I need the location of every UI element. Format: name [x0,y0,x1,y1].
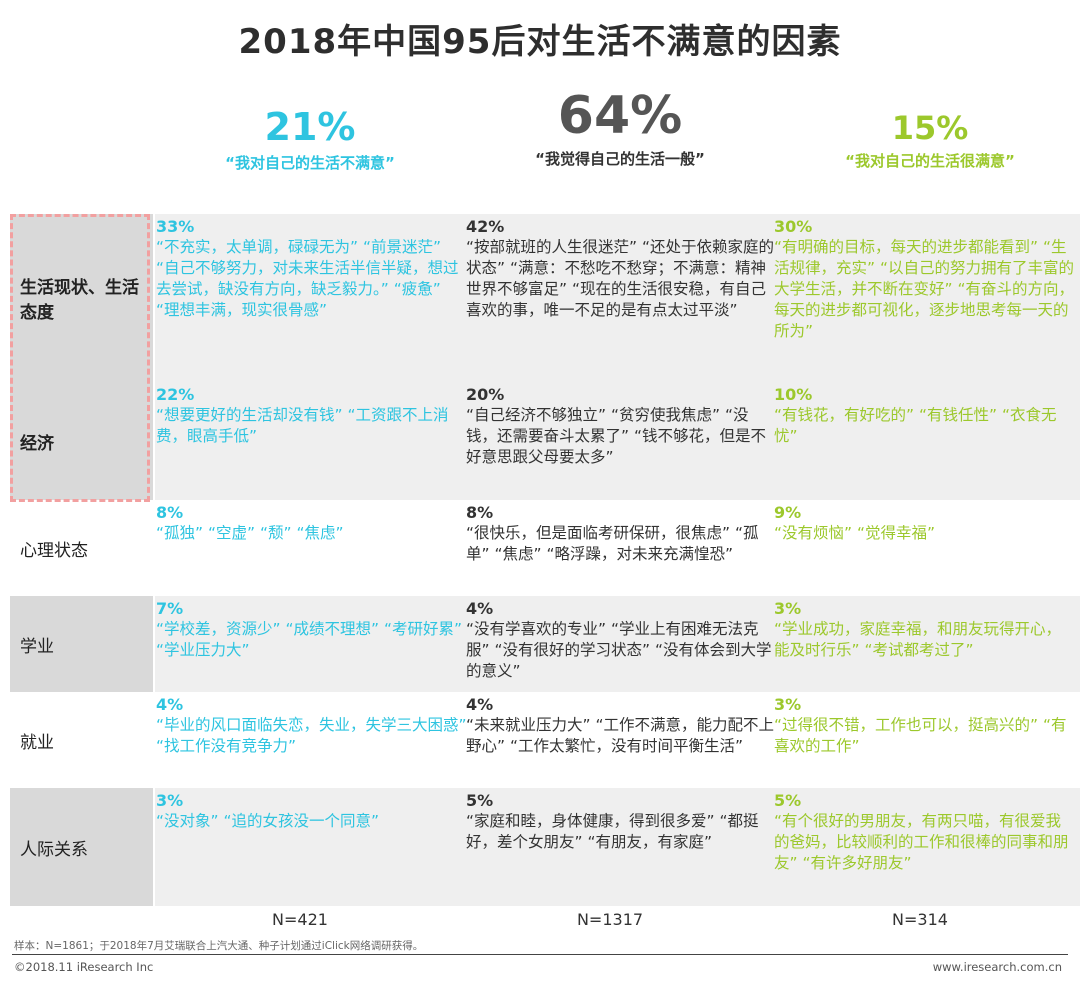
cell-average: 5% “家庭和睦，身体健康，得到很多爱” “都挺好，差个女朋友” “有朋友，有家庭… [466,790,778,853]
row-label: 生活现状、生活态度 [10,214,153,382]
column-caption: “我对自己的生活很满意” [845,152,1015,170]
row-label: 学业 [10,596,153,692]
cell-quotes: “很快乐，但是面临考研保研，很焦虑” “孤单” “焦虑” “略浮躁，对未来充满惶… [466,524,759,563]
column-header-satisfied: 15% “我对自己的生活很满意” [780,112,1080,171]
cell-percent: 20% [466,385,505,404]
cell-satisfied: 30% “有明确的目标，每天的进步都能看到” “生活规律，充实” “以自己的努力拥… [774,216,1074,342]
row-label: 经济 [10,382,153,500]
table-row-life-attitude: 生活现状、生活态度 33% “不充实，太单调，碌碌无为” “前景迷茫” “自己不够… [10,214,1080,382]
cell-percent: 3% [774,599,802,618]
cell-percent: 8% [156,503,184,522]
row-background [155,214,1080,382]
cell-percent: 22% [156,385,195,404]
column-header-dissatisfied: 21% “我对自己的生活不满意” [160,108,460,173]
cell-quotes: “家庭和睦，身体健康，得到很多爱” “都挺好，差个女朋友” “有朋友，有家庭” [466,812,759,851]
cell-average: 4% “未来就业压力大” “工作不满意，能力配不上野心” “工作太繁忙，没有时间平… [466,694,778,757]
page-title: 2018年中国95后对生活不满意的因素 [238,22,842,62]
cell-percent: 42% [466,217,505,236]
cell-percent: 4% [466,599,494,618]
cell-dissatisfied: 4% “毕业的风口面临失恋，失业，失学三大困惑” “找工作没有竞争力” [156,694,468,757]
cell-dissatisfied: 8% “孤独” “空虚” “颓” “焦虑” [156,502,468,544]
row-background [155,382,1080,500]
cell-quotes: “有明确的目标，每天的进步都能看到” “生活规律，充实” “以自己的努力拥有了丰… [774,238,1074,340]
column-percent: 21% [264,105,356,149]
cell-quotes: “没有烦恼” “觉得幸福” [774,524,936,542]
cell-average: 42% “按部就班的人生很迷茫” “还处于依赖家庭的状态” “满意：不愁吃不愁穿；… [466,216,778,321]
table-row-relationships: 人际关系 3% “没对象” “追的女孩没一个同意” 5% “家庭和睦，身体健康，得到… [10,788,1080,906]
column-caption: “我觉得自己的生活一般” [535,150,705,168]
sample-size-satisfied: N=314 [892,910,948,929]
cell-percent: 7% [156,599,184,618]
cell-dissatisfied: 3% “没对象” “追的女孩没一个同意” [156,790,468,832]
cell-quotes: “没对象” “追的女孩没一个同意” [156,812,380,830]
cell-quotes: “有个很好的男朋友，有两只喵，有很爱我的爸妈，比较顺利的工作和很棒的同事和朋友”… [774,812,1069,872]
cell-satisfied: 3% “过得很不错，工作也可以，挺高兴的” “有喜欢的工作” [774,694,1074,757]
cell-percent: 5% [466,791,494,810]
table-row-academics: 学业 7% “学校差，资源少” “成绩不理想” “考研好累” “学业压力大” 4%… [10,596,1080,692]
table-row-mental-state: 心理状态 8% “孤独” “空虚” “颓” “焦虑” 8% “很快乐，但是面临考研保… [10,500,1080,596]
column-header-average: 64% “我觉得自己的生活一般” [470,90,770,169]
cell-quotes: “过得很不错，工作也可以，挺高兴的” “有喜欢的工作” [774,716,1067,755]
cell-percent: 4% [156,695,184,714]
cell-quotes: “学业成功，家庭幸福，和朋友玩得开心，能及时行乐” “考试都考过了” [774,620,1062,659]
cell-average: 8% “很快乐，但是面临考研保研，很焦虑” “孤单” “焦虑” “略浮躁，对未来充… [466,502,778,565]
cell-satisfied: 10% “有钱花，有好吃的” “有钱任性” “衣食无忧” [774,384,1074,447]
column-percent: 64% [557,86,683,146]
cell-satisfied: 9% “没有烦恼” “觉得幸福” [774,502,1074,544]
cell-average: 4% “没有学喜欢的专业” “学业上有困难无法克服” “没有很好的学习状态” “没… [466,598,778,682]
table-row-employment: 就业 4% “毕业的风口面临失恋，失业，失学三大困惑” “找工作没有竞争力” 4%… [10,692,1080,788]
row-label: 心理状态 [20,540,88,561]
cell-quotes: “毕业的风口面临失恋，失业，失学三大困惑” “找工作没有竞争力” [156,716,467,755]
cell-percent: 9% [774,503,802,522]
cell-quotes: “没有学喜欢的专业” “学业上有困难无法克服” “没有很好的学习状态” “没有体… [466,620,772,680]
cell-percent: 3% [156,791,184,810]
row-label: 就业 [20,732,54,753]
cell-quotes: “有钱花，有好吃的” “有钱任性” “衣食无忧” [774,406,1057,445]
column-percent: 15% [891,109,969,147]
cell-satisfied: 3% “学业成功，家庭幸福，和朋友玩得开心，能及时行乐” “考试都考过了” [774,598,1074,661]
cell-quotes: “自己经济不够独立” “贫穷使我焦虑” “没钱，还需要奋斗太累了” “钱不够花，… [466,406,766,466]
cell-quotes: “按部就班的人生很迷茫” “还处于依赖家庭的状态” “满意：不愁吃不愁穿；不满意… [466,238,775,319]
cell-quotes: “未来就业压力大” “工作不满意，能力配不上野心” “工作太繁忙，没有时间平衡生… [466,716,775,755]
footer-divider [12,954,1068,955]
cell-quotes: “学校差，资源少” “成绩不理想” “考研好累” “学业压力大” [156,620,463,659]
cell-percent: 3% [774,695,802,714]
cell-quotes: “想要更好的生活却没有钱” “工资跟不上消费，眼高手低” [156,406,449,445]
row-background [155,788,1080,906]
cell-percent: 4% [466,695,494,714]
sample-size-dissatisfied: N=421 [272,910,328,929]
sample-size-average: N=1317 [576,910,644,929]
cell-percent: 33% [156,217,195,236]
cell-quotes: “不充实，太单调，碌碌无为” “前景迷茫” “自己不够努力，对未来生活半信半疑，… [156,238,459,319]
table-row-economy: 经济 22% “想要更好的生活却没有钱” “工资跟不上消费，眼高手低” 20% “自… [10,382,1080,500]
column-caption: “我对自己的生活不满意” [225,154,395,172]
copyright: ©2018.11 iResearch Inc [14,960,154,974]
cell-percent: 8% [466,503,494,522]
cell-dissatisfied: 33% “不充实，太单调，碌碌无为” “前景迷茫” “自己不够努力，对未来生活半信… [156,216,468,321]
row-background [155,596,1080,692]
cell-dissatisfied: 22% “想要更好的生活却没有钱” “工资跟不上消费，眼高手低” [156,384,468,447]
source-note: 样本：N=1861；于2018年7月艾瑞联合上汽大通、种子计划通过iClick网… [14,940,424,952]
cell-percent: 30% [774,217,813,236]
cell-percent: 10% [774,385,813,404]
cell-dissatisfied: 7% “学校差，资源少” “成绩不理想” “考研好累” “学业压力大” [156,598,468,661]
website-link[interactable]: www.iresearch.com.cn [932,960,1062,974]
cell-average: 20% “自己经济不够独立” “贫穷使我焦虑” “没钱，还需要奋斗太累了” “钱不… [466,384,778,468]
cell-quotes: “孤独” “空虚” “颓” “焦虑” [156,524,344,542]
cell-percent: 5% [774,791,802,810]
cell-satisfied: 5% “有个很好的男朋友，有两只喵，有很爱我的爸妈，比较顺利的工作和很棒的同事和朋… [774,790,1074,874]
row-label: 人际关系 [10,788,153,906]
